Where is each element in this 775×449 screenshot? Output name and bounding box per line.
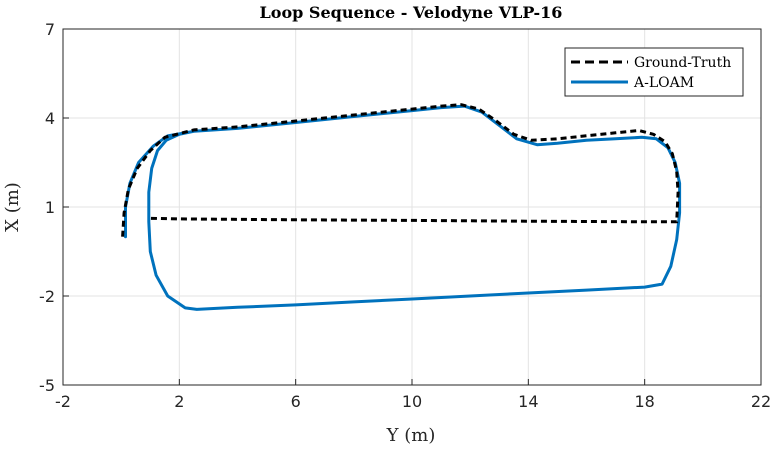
y-tick-label: 1	[45, 198, 55, 217]
y-tick-label: 7	[45, 20, 55, 39]
series-line-a-loam	[124, 104, 682, 311]
y-axis-label: X (m)	[2, 182, 23, 232]
x-axis-label: Y (m)	[386, 425, 436, 446]
x-tick-label: 22	[751, 392, 771, 411]
series-layer	[121, 103, 682, 311]
series-line-ground-truth	[121, 103, 680, 237]
x-tick-label: 18	[634, 392, 654, 411]
x-tick-label: 2	[174, 392, 184, 411]
x-tick-label: -2	[55, 392, 71, 411]
y-tick-label: -5	[39, 376, 55, 395]
x-tick-label: 10	[402, 392, 422, 411]
x-tick-label: 6	[291, 392, 301, 411]
y-tick-label: -2	[39, 287, 55, 306]
chart-title: Loop Sequence - Velodyne VLP-16	[260, 3, 563, 22]
legend-label-a-loam: A-LOAM	[633, 75, 694, 91]
legend-box	[564, 47, 744, 97]
y-tick-label: 4	[45, 109, 55, 128]
legend: Ground-Truth A-LOAM	[564, 47, 744, 97]
x-tick-label: 14	[518, 392, 538, 411]
legend-label-ground-truth: Ground-Truth	[634, 55, 731, 71]
